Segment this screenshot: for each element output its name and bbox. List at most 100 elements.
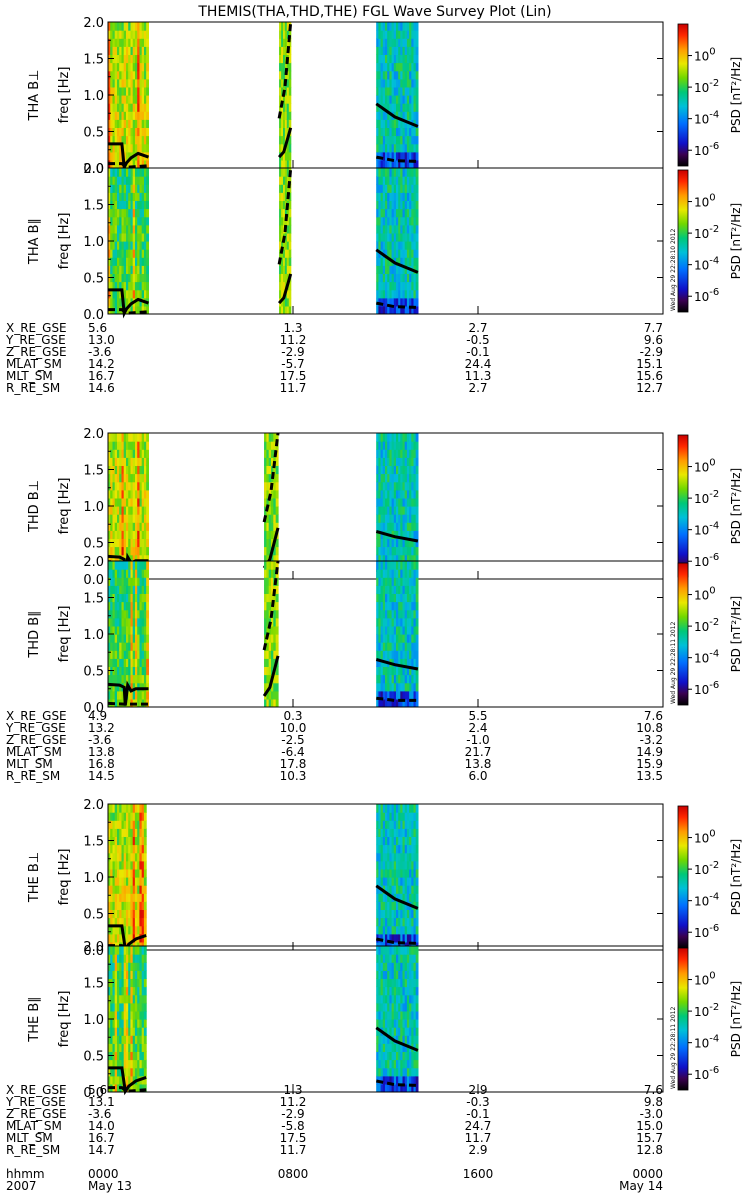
psd-cell [117, 249, 120, 258]
colorbar-tick-label: 10-6 [694, 680, 719, 697]
psd-cell [391, 609, 395, 619]
psd-cell [413, 30, 417, 39]
psd-cell [117, 119, 120, 128]
psd-cell [119, 642, 122, 651]
psd-cell [144, 54, 147, 64]
psd-cell [271, 682, 274, 692]
psd-cell [376, 698, 380, 707]
psd-cell [413, 844, 417, 854]
psd-cell [119, 868, 122, 878]
psd-cell [415, 257, 419, 266]
psd-cell [400, 38, 404, 47]
psd-cell [139, 111, 143, 120]
psd-cell [117, 78, 120, 88]
psd-cell [144, 625, 147, 635]
psd-cell [281, 143, 284, 153]
y-tick-label: 0.0 [83, 573, 104, 588]
psd-cell [281, 273, 284, 283]
psd-cell [380, 917, 384, 927]
psd-cell [396, 159, 399, 168]
ephemeris-value: 7.7 [644, 321, 663, 335]
psd-cell [400, 554, 404, 564]
psd-cell [112, 514, 116, 523]
psd-cell [110, 946, 113, 955]
psd-cell [393, 305, 397, 314]
psd-cell [288, 281, 292, 291]
psd-cell [393, 561, 397, 570]
y-tick-label: 0.5 [83, 537, 104, 552]
psd-cell [264, 585, 267, 594]
psd-cell [146, 514, 149, 523]
psd-cell [404, 22, 408, 31]
psd-cell [378, 441, 382, 450]
psd-cell [409, 224, 412, 234]
psd-cell [409, 249, 412, 258]
psd-cell [137, 506, 140, 515]
psd-cell [286, 216, 290, 226]
psd-cell [382, 224, 386, 234]
psd-cell [393, 54, 397, 64]
psd-cell [382, 506, 386, 515]
psd-cell [391, 634, 395, 643]
psd-cell [121, 22, 125, 31]
psd-cell [126, 1067, 129, 1077]
psd-cell [389, 46, 393, 55]
psd-cell [128, 658, 131, 667]
psd-cell [402, 820, 406, 829]
psd-cell [406, 609, 410, 619]
psd-cell [139, 577, 143, 586]
psd-cell [114, 986, 118, 996]
psd-cell [286, 95, 290, 104]
psd-cell [110, 820, 113, 829]
psd-cell [382, 151, 386, 161]
psd-cell [141, 62, 145, 72]
psd-cell [398, 22, 401, 31]
psd-cell [389, 674, 393, 684]
psd-cell [117, 569, 120, 578]
psd-cell [137, 917, 140, 927]
psd-cell [275, 682, 279, 692]
psd-cell [139, 281, 143, 291]
psd-cell [132, 585, 136, 594]
psd-cell [402, 1002, 406, 1012]
psd-cell [387, 481, 390, 491]
psd-cell [114, 184, 118, 193]
y-tick-label: 0.0 [83, 944, 104, 959]
psd-cell [146, 135, 149, 145]
psd-cell [393, 868, 397, 878]
psd-cell [380, 135, 384, 145]
psd-cell [387, 666, 390, 676]
psd-cell [144, 569, 147, 578]
psd-cell [387, 192, 390, 201]
psd-cell [281, 265, 284, 274]
psd-cell [378, 650, 382, 659]
psd-cell [398, 978, 401, 988]
psd-cell [404, 642, 408, 651]
psd-cell [141, 497, 145, 507]
psd-cell [385, 489, 388, 499]
psd-cell [404, 135, 408, 145]
psd-cell [376, 241, 380, 250]
psd-cell [128, 241, 131, 250]
psd-cell [128, 159, 131, 168]
psd-cell [132, 522, 136, 531]
psd-cell [284, 208, 288, 218]
psd-cell [119, 538, 122, 548]
psd-cell [117, 561, 120, 570]
psd-cell [126, 877, 129, 886]
psd-cell [409, 885, 412, 894]
psd-cell [123, 281, 127, 291]
ephemeris-value: -3.6 [88, 1107, 111, 1121]
psd-cell [117, 690, 120, 700]
psd-cell [415, 658, 419, 667]
psd-cell [139, 522, 143, 531]
psd-cell [398, 650, 401, 659]
psd-cell [378, 224, 382, 234]
psd-cell [273, 609, 277, 619]
y-tick-label: 2.0 [83, 940, 104, 955]
psd-cell [144, 200, 147, 210]
psd-cell [387, 249, 390, 258]
psd-cell [385, 62, 388, 72]
psd-cell [406, 168, 410, 177]
psd-cell [137, 457, 140, 466]
